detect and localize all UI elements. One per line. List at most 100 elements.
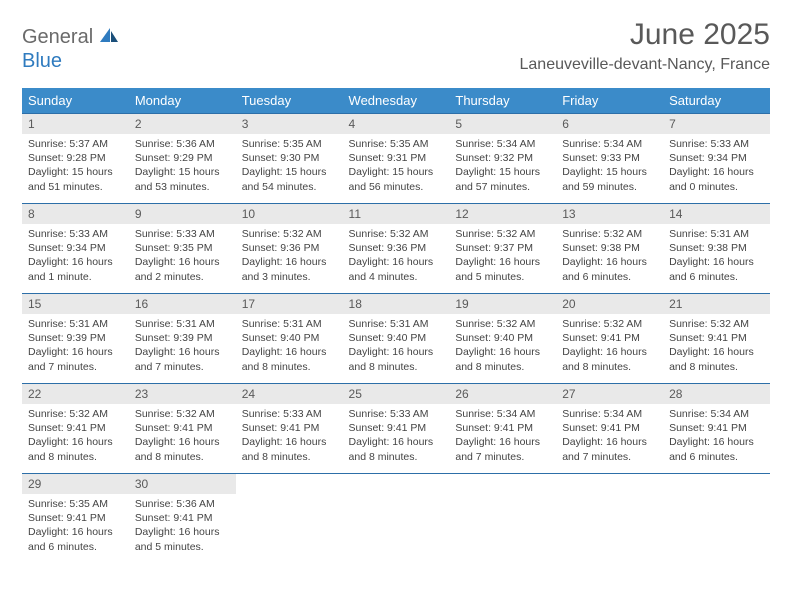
sunrise-text: Sunrise: 5:32 AM xyxy=(349,227,444,241)
day-number: 5 xyxy=(449,114,556,134)
day-number: 2 xyxy=(129,114,236,134)
sunrise-text: Sunrise: 5:32 AM xyxy=(135,407,230,421)
calendar-cell: 10Sunrise: 5:32 AMSunset: 9:36 PMDayligh… xyxy=(236,204,343,294)
day-number: 18 xyxy=(343,294,450,314)
day-number: 10 xyxy=(236,204,343,224)
day-body: Sunrise: 5:33 AMSunset: 9:41 PMDaylight:… xyxy=(343,404,450,470)
calendar-cell: 27Sunrise: 5:34 AMSunset: 9:41 PMDayligh… xyxy=(556,384,663,474)
day-number: 21 xyxy=(663,294,770,314)
sunrise-text: Sunrise: 5:35 AM xyxy=(28,497,123,511)
sunrise-text: Sunrise: 5:33 AM xyxy=(135,227,230,241)
sunset-text: Sunset: 9:29 PM xyxy=(135,151,230,165)
day-body: Sunrise: 5:32 AMSunset: 9:41 PMDaylight:… xyxy=(663,314,770,380)
sunset-text: Sunset: 9:41 PM xyxy=(455,421,550,435)
day-number: 4 xyxy=(343,114,450,134)
day-header: Friday xyxy=(556,88,663,114)
day-body: Sunrise: 5:36 AMSunset: 9:29 PMDaylight:… xyxy=(129,134,236,200)
sunset-text: Sunset: 9:39 PM xyxy=(135,331,230,345)
daylight-text: and 56 minutes. xyxy=(349,180,444,194)
daylight-text: and 3 minutes. xyxy=(242,270,337,284)
day-body: Sunrise: 5:35 AMSunset: 9:30 PMDaylight:… xyxy=(236,134,343,200)
daylight-text: Daylight: 16 hours xyxy=(28,435,123,449)
day-number: 26 xyxy=(449,384,556,404)
calendar-row: 29Sunrise: 5:35 AMSunset: 9:41 PMDayligh… xyxy=(22,474,770,564)
calendar-cell: 7Sunrise: 5:33 AMSunset: 9:34 PMDaylight… xyxy=(663,114,770,204)
daylight-text: and 8 minutes. xyxy=(562,360,657,374)
day-body: Sunrise: 5:34 AMSunset: 9:41 PMDaylight:… xyxy=(663,404,770,470)
sunrise-text: Sunrise: 5:32 AM xyxy=(455,317,550,331)
sunrise-text: Sunrise: 5:31 AM xyxy=(349,317,444,331)
day-body: Sunrise: 5:32 AMSunset: 9:38 PMDaylight:… xyxy=(556,224,663,290)
day-number: 14 xyxy=(663,204,770,224)
sunrise-text: Sunrise: 5:32 AM xyxy=(455,227,550,241)
sunrise-text: Sunrise: 5:35 AM xyxy=(242,137,337,151)
sunset-text: Sunset: 9:41 PM xyxy=(242,421,337,435)
daylight-text: Daylight: 16 hours xyxy=(28,345,123,359)
calendar-cell: 28Sunrise: 5:34 AMSunset: 9:41 PMDayligh… xyxy=(663,384,770,474)
sunset-text: Sunset: 9:40 PM xyxy=(349,331,444,345)
sunset-text: Sunset: 9:40 PM xyxy=(242,331,337,345)
calendar-cell xyxy=(556,474,663,564)
calendar-cell: 22Sunrise: 5:32 AMSunset: 9:41 PMDayligh… xyxy=(22,384,129,474)
sunset-text: Sunset: 9:41 PM xyxy=(28,511,123,525)
daylight-text: and 6 minutes. xyxy=(28,540,123,554)
daylight-text: and 54 minutes. xyxy=(242,180,337,194)
sunset-text: Sunset: 9:34 PM xyxy=(28,241,123,255)
calendar-cell: 20Sunrise: 5:32 AMSunset: 9:41 PMDayligh… xyxy=(556,294,663,384)
day-body: Sunrise: 5:31 AMSunset: 9:39 PMDaylight:… xyxy=(129,314,236,380)
sunset-text: Sunset: 9:41 PM xyxy=(28,421,123,435)
day-number: 28 xyxy=(663,384,770,404)
daylight-text: and 1 minute. xyxy=(28,270,123,284)
sunset-text: Sunset: 9:41 PM xyxy=(349,421,444,435)
day-body: Sunrise: 5:33 AMSunset: 9:35 PMDaylight:… xyxy=(129,224,236,290)
daylight-text: and 8 minutes. xyxy=(455,360,550,374)
day-body: Sunrise: 5:34 AMSunset: 9:32 PMDaylight:… xyxy=(449,134,556,200)
calendar-cell: 23Sunrise: 5:32 AMSunset: 9:41 PMDayligh… xyxy=(129,384,236,474)
page-header: General June 2025 Laneuveville-devant-Na… xyxy=(0,0,792,78)
day-number: 30 xyxy=(129,474,236,494)
sunset-text: Sunset: 9:41 PM xyxy=(669,421,764,435)
sunset-text: Sunset: 9:41 PM xyxy=(669,331,764,345)
daylight-text: and 2 minutes. xyxy=(135,270,230,284)
daylight-text: and 5 minutes. xyxy=(135,540,230,554)
daylight-text: Daylight: 16 hours xyxy=(349,435,444,449)
day-number: 29 xyxy=(22,474,129,494)
logo-sail-icon xyxy=(98,26,120,49)
calendar-cell: 12Sunrise: 5:32 AMSunset: 9:37 PMDayligh… xyxy=(449,204,556,294)
day-number: 16 xyxy=(129,294,236,314)
calendar-cell xyxy=(449,474,556,564)
day-body: Sunrise: 5:36 AMSunset: 9:41 PMDaylight:… xyxy=(129,494,236,560)
sunrise-text: Sunrise: 5:34 AM xyxy=(669,407,764,421)
location-text: Laneuveville-devant-Nancy, France xyxy=(520,56,771,74)
calendar-cell: 14Sunrise: 5:31 AMSunset: 9:38 PMDayligh… xyxy=(663,204,770,294)
day-body: Sunrise: 5:32 AMSunset: 9:36 PMDaylight:… xyxy=(343,224,450,290)
sunset-text: Sunset: 9:30 PM xyxy=(242,151,337,165)
day-body: Sunrise: 5:34 AMSunset: 9:33 PMDaylight:… xyxy=(556,134,663,200)
calendar-cell: 21Sunrise: 5:32 AMSunset: 9:41 PMDayligh… xyxy=(663,294,770,384)
daylight-text: Daylight: 15 hours xyxy=(28,165,123,179)
sunset-text: Sunset: 9:37 PM xyxy=(455,241,550,255)
daylight-text: and 59 minutes. xyxy=(562,180,657,194)
page-title: June 2025 xyxy=(520,18,771,52)
sunrise-text: Sunrise: 5:32 AM xyxy=(562,227,657,241)
calendar-cell: 16Sunrise: 5:31 AMSunset: 9:39 PMDayligh… xyxy=(129,294,236,384)
day-body: Sunrise: 5:34 AMSunset: 9:41 PMDaylight:… xyxy=(449,404,556,470)
daylight-text: and 5 minutes. xyxy=(455,270,550,284)
daylight-text: Daylight: 16 hours xyxy=(455,435,550,449)
sunrise-text: Sunrise: 5:32 AM xyxy=(562,317,657,331)
day-number: 23 xyxy=(129,384,236,404)
day-body: Sunrise: 5:33 AMSunset: 9:34 PMDaylight:… xyxy=(663,134,770,200)
sunset-text: Sunset: 9:36 PM xyxy=(349,241,444,255)
sunset-text: Sunset: 9:34 PM xyxy=(669,151,764,165)
daylight-text: and 6 minutes. xyxy=(669,450,764,464)
sunrise-text: Sunrise: 5:32 AM xyxy=(669,317,764,331)
daylight-text: Daylight: 16 hours xyxy=(455,255,550,269)
sunset-text: Sunset: 9:41 PM xyxy=(135,511,230,525)
calendar-cell: 13Sunrise: 5:32 AMSunset: 9:38 PMDayligh… xyxy=(556,204,663,294)
calendar-cell: 25Sunrise: 5:33 AMSunset: 9:41 PMDayligh… xyxy=(343,384,450,474)
day-number: 7 xyxy=(663,114,770,134)
sunrise-text: Sunrise: 5:36 AM xyxy=(135,137,230,151)
sunset-text: Sunset: 9:33 PM xyxy=(562,151,657,165)
daylight-text: Daylight: 16 hours xyxy=(135,255,230,269)
daylight-text: and 8 minutes. xyxy=(349,360,444,374)
